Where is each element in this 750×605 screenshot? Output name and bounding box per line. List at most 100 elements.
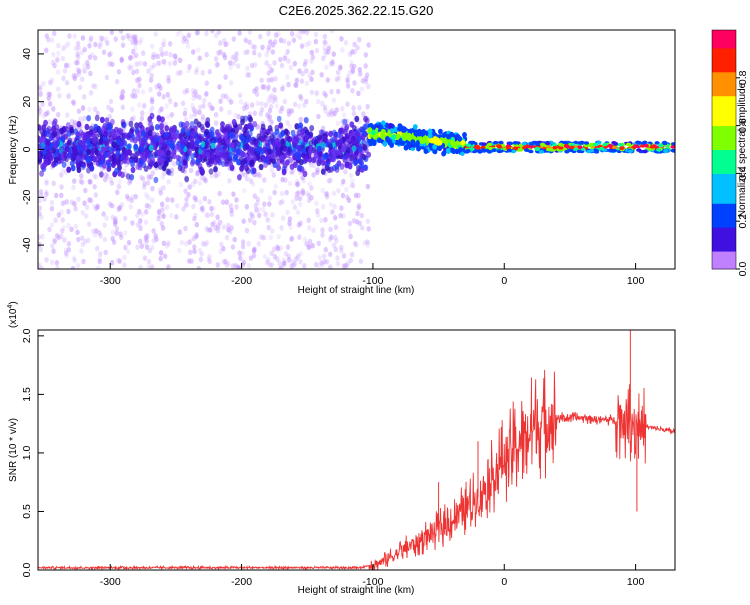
spectrogram-core-point <box>351 135 356 143</box>
spectrogram-noise-point <box>325 77 330 83</box>
spectrogram-noise-point <box>244 101 250 107</box>
spectrogram-noise-point <box>289 108 294 114</box>
spectrogram-noise-point <box>181 38 186 45</box>
spectrogram-noise-point <box>61 199 67 206</box>
spectrogram-noise-point <box>228 228 233 235</box>
spectrogram-y-tick-label: 40 <box>21 48 33 60</box>
spectrogram-noise-point <box>161 58 166 65</box>
spectrogram-noise-point <box>142 102 147 109</box>
spectrogram-noise-point <box>38 197 42 204</box>
spectrogram-noise-point <box>188 249 193 256</box>
spectrogram-noise-point <box>247 39 252 45</box>
spectrogram-core-point <box>269 133 275 140</box>
spectrogram-noise-point <box>213 56 219 62</box>
colorbar-tick-label: 0.8 <box>737 70 749 85</box>
spectrogram-noise-point <box>164 50 169 57</box>
spectrogram-core-point <box>278 122 284 129</box>
spectrogram-noise-point <box>146 174 151 180</box>
spectrogram-noise-point <box>237 30 242 36</box>
spectrogram-core-point <box>194 151 200 158</box>
spectrogram-noise-point <box>330 209 335 215</box>
spectrogram-core-point <box>41 136 46 143</box>
spectrogram-noise-point <box>242 105 247 112</box>
spectrogram-noise-point <box>82 115 87 122</box>
spectrogram-noise-point <box>358 258 364 265</box>
spectrogram-core-point <box>38 151 41 158</box>
spectrogram-noise-point <box>202 195 208 202</box>
spectrogram-noise-point <box>41 80 46 87</box>
spectrogram-noise-point <box>49 77 55 84</box>
spectrogram-core-point <box>51 125 56 132</box>
spectrogram-noise-point <box>190 181 196 188</box>
snr-x-ticks: -300 -200 -100 0 100 <box>100 564 645 588</box>
colorbar-segment <box>712 143 736 150</box>
spectrogram-noise-point <box>324 64 329 71</box>
spectrogram-noise-point <box>38 91 43 97</box>
spectrogram-core-point <box>90 147 95 154</box>
spectrogram-core-point <box>341 145 346 153</box>
spectrogram-noise-point <box>150 54 156 61</box>
spectrogram-noise-point <box>143 235 148 241</box>
spectrogram-noise-point <box>352 80 357 86</box>
spectrogram-noise-point <box>138 238 143 245</box>
spectrogram-core-point <box>335 131 341 138</box>
spectrogram-noise-point <box>109 107 114 113</box>
spectrogram-noise-point <box>226 226 231 233</box>
colorbar-segment <box>712 173 736 180</box>
colorbar-segment <box>712 137 736 145</box>
spectrogram-noise-point <box>129 64 134 70</box>
spectrogram-noise-point <box>97 258 102 265</box>
spectrogram-noise-point <box>108 98 114 105</box>
spectrogram-noise-point <box>184 87 190 94</box>
spectrogram-noise-point <box>60 200 65 207</box>
spectrogram-noise-point <box>328 226 333 233</box>
spectrogram-noise-point <box>306 192 312 199</box>
spectrogram-noise-point <box>279 62 285 69</box>
spectrogram-noise-point <box>163 253 168 259</box>
spectrogram-noise-point <box>52 30 57 37</box>
spectrogram-noise-point <box>280 198 285 205</box>
spectrogram-noise-point <box>260 84 265 90</box>
spectrogram-mid-point <box>391 134 397 140</box>
spectrogram-noise-point <box>253 62 258 68</box>
colorbar-segment <box>712 221 736 228</box>
spectrogram-noise-point <box>281 261 286 267</box>
spectrogram-noise-point <box>265 47 271 54</box>
spectrogram-noise-point <box>219 241 224 248</box>
colorbar-segment <box>712 125 736 133</box>
spectrogram-noise-point <box>243 172 248 178</box>
spectrogram-core-point <box>331 148 336 155</box>
spectrogram-noise-point <box>238 92 243 99</box>
spectrogram-noise-point <box>161 213 166 219</box>
spectrogram-noise-point <box>304 98 309 105</box>
spectrogram-noise-point <box>264 52 269 58</box>
spectrogram-noise-point <box>218 40 223 46</box>
spectrogram-noise-point <box>143 219 149 225</box>
spectrogram-noise-point <box>193 196 199 203</box>
spectrogram-noise-point <box>49 259 55 266</box>
spectrogram-noise-point <box>328 201 334 208</box>
spectrogram-noise-point <box>365 183 371 190</box>
spectrogram-noise-point <box>79 49 85 56</box>
spectrogram-noise-point <box>298 251 304 257</box>
spectrogram-noise-point <box>145 180 151 186</box>
spectrogram-core-point <box>317 145 322 153</box>
spectrogram-band-point <box>538 150 545 154</box>
spectrogram-noise-point <box>66 93 71 99</box>
spectrogram-core-point <box>300 128 305 135</box>
spectrogram-band-point <box>599 146 605 151</box>
spectrogram-noise-point <box>310 69 315 76</box>
spectrogram-noise-point <box>218 98 223 104</box>
spectrogram-core-point <box>147 116 153 123</box>
spectrogram-band-point <box>465 143 472 147</box>
snr-y-label: SNR (10 * v/v) <box>8 418 19 482</box>
spectrogram-noise-point <box>247 217 253 223</box>
spectrogram-noise-point <box>158 85 163 91</box>
spectrogram-noise-point <box>69 118 75 125</box>
spectrogram-core-point <box>362 144 367 151</box>
spectrogram-noise-point <box>295 32 300 39</box>
spectrogram-band-point <box>476 149 482 153</box>
spectrogram-noise-point <box>358 71 363 77</box>
snr-series-line <box>38 369 675 570</box>
spectrogram-mid-point <box>385 136 390 142</box>
